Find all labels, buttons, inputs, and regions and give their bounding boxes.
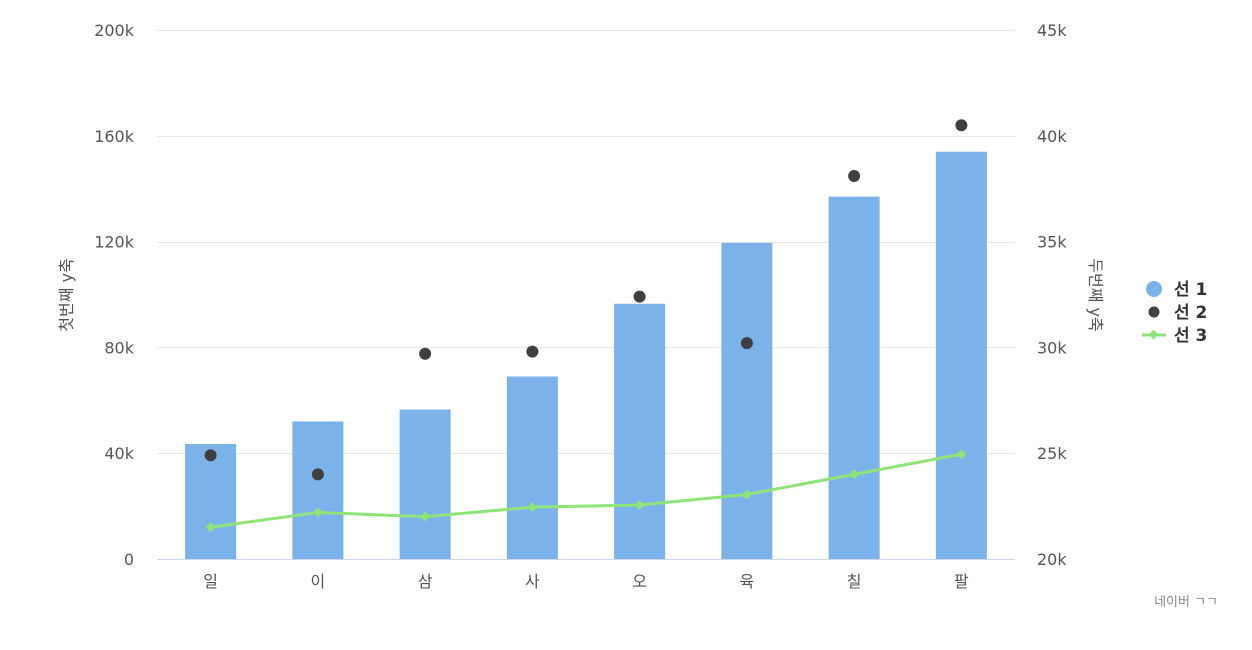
y2-tick-label: 20k xyxy=(1037,550,1067,569)
bar xyxy=(614,303,666,559)
line-point xyxy=(205,522,216,533)
bar xyxy=(935,151,987,560)
legend-label: 선 3 xyxy=(1174,326,1207,346)
scatter-point xyxy=(311,468,324,481)
y2-tick-label: 30k xyxy=(1037,338,1067,357)
x-tick-label: 일 xyxy=(203,572,218,591)
line-point xyxy=(741,489,752,500)
line-series xyxy=(205,449,967,533)
legend-item-series-1[interactable]: 선 1 xyxy=(1146,280,1207,300)
line-point xyxy=(849,469,860,480)
x-tick-label: 오 xyxy=(632,572,647,591)
x-tick-label: 이 xyxy=(311,572,326,591)
scatter-point xyxy=(204,449,217,462)
line-point xyxy=(420,511,431,522)
legend-item-series-2[interactable]: 선 2 xyxy=(1148,303,1208,323)
scatter-point xyxy=(848,170,861,183)
legend-dot-icon xyxy=(1148,306,1160,318)
legend: 선 1 선 2 선 3 xyxy=(1142,280,1207,346)
scatter-series xyxy=(204,119,968,481)
y-tick-label: 160k xyxy=(94,127,135,146)
y2-tick-label: 45k xyxy=(1037,21,1067,40)
credit-link[interactable]: 네이버 ㄱㄱ xyxy=(1154,595,1218,610)
line-point xyxy=(312,507,323,518)
y-tick-label: 120k xyxy=(94,233,135,252)
y-tick-label: 40k xyxy=(104,444,134,463)
bar xyxy=(828,196,880,559)
legend-diamond-icon xyxy=(1148,329,1159,340)
y-tick-label: 200k xyxy=(94,21,135,40)
scatter-point xyxy=(633,290,646,303)
y-tick-label: 80k xyxy=(104,338,134,357)
scatter-point xyxy=(419,347,432,360)
line-point xyxy=(527,502,538,513)
bar xyxy=(506,376,558,559)
series-3-line xyxy=(210,452,962,529)
legend-label: 선 2 xyxy=(1174,303,1207,323)
legend-circle-icon xyxy=(1146,281,1162,297)
y-tick-label: 0 xyxy=(124,550,134,569)
bar-series xyxy=(185,151,987,560)
legend-item-series-3[interactable]: 선 3 xyxy=(1142,326,1207,346)
y2-axis-ticks: 20k 25k 30k 35k 40k 45k xyxy=(1037,21,1067,569)
bar xyxy=(292,421,344,559)
x-tick-label: 육 xyxy=(740,572,755,591)
y2-tick-label: 40k xyxy=(1037,127,1067,146)
bar xyxy=(721,242,773,560)
bar xyxy=(185,443,237,559)
y-axis-title: 첫번째 y축 xyxy=(57,258,76,331)
scatter-point xyxy=(526,345,539,358)
x-tick-label: 삼 xyxy=(418,572,433,591)
x-tick-label: 팔 xyxy=(954,572,969,591)
scatter-point xyxy=(955,119,968,132)
line-point xyxy=(634,500,645,511)
y2-axis-title: 두번째 y축 xyxy=(1086,258,1105,331)
line-point xyxy=(956,449,967,460)
x-tick-label: 사 xyxy=(525,572,540,591)
scatter-point xyxy=(740,337,753,350)
bar xyxy=(399,409,451,559)
x-tick-label: 칠 xyxy=(847,572,862,591)
y-axis-ticks: 0 40k 80k 120k 160k 200k xyxy=(94,21,135,569)
legend-label: 선 1 xyxy=(1174,280,1207,300)
grid-lines xyxy=(157,30,1015,560)
y2-tick-label: 25k xyxy=(1037,444,1067,463)
y2-tick-label: 35k xyxy=(1037,233,1067,252)
